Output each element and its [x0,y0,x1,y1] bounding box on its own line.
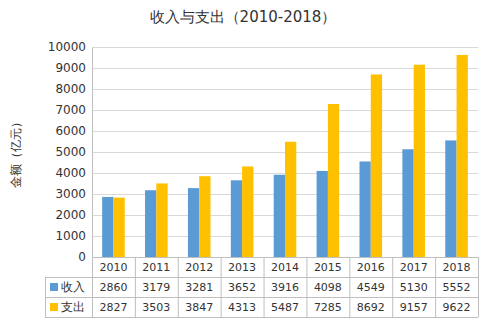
category-label: 2012 [185,261,213,274]
data-label: 3652 [228,281,256,294]
category-label: 2013 [228,261,256,274]
data-label: 5487 [271,301,299,314]
category-label: 2017 [400,261,428,274]
grid-line [92,257,478,258]
category-label: 2014 [271,261,299,274]
y-tick-label: 5000 [55,145,86,159]
data-table: 2010 2011 2012 2013 2014 2015 2016 2017 2018 收入 28… [45,257,479,318]
y-axis-title: 金额（亿元） [9,116,23,188]
y-tick: 1000 [55,229,92,243]
data-label: 2860 [99,281,127,294]
y-axis: 0 1000 2000 3000 4000 5000 6000 7000 8000 9000 100… [48,40,93,264]
grid [92,48,478,258]
bar-series [102,140,456,257]
bar [231,180,242,257]
bar [156,183,167,257]
data-label: 3179 [142,281,170,294]
y-tick-label: 2000 [55,208,86,222]
data-label: 3916 [271,281,299,294]
table-line [478,257,479,317]
y-tick-label: 4000 [55,166,86,180]
data-label: 3503 [142,301,170,314]
bar-series [113,55,467,257]
bar [328,104,339,257]
table-line [45,317,478,318]
bar [457,55,468,257]
bar [145,190,156,257]
bar [371,74,382,257]
table-line [435,257,436,317]
data-label: 4098 [314,281,342,294]
table-line [306,257,307,317]
legend-label: 收入 [61,280,85,294]
table-line [392,257,393,317]
category-label: 2010 [99,261,127,274]
bar [414,65,425,257]
category-label: 2016 [357,261,385,274]
y-tick-label: 1000 [55,229,86,243]
y-tick-label: 8000 [55,82,86,96]
y-tick: 3000 [55,187,92,201]
y-tick: 0 [78,250,92,264]
bar [359,161,370,257]
y-axis-line [92,48,93,258]
bar [402,149,413,257]
bar [199,176,210,257]
data-label: 7285 [314,301,342,314]
table-line [135,257,136,317]
data-label: 5552 [443,281,471,294]
y-tick: 9000 [55,61,92,75]
category-label: 2011 [142,261,170,274]
y-tick-label: 9000 [55,61,86,75]
y-tick-label: 6000 [55,124,86,138]
y-tick-label: 10000 [48,40,86,54]
table-line [178,257,179,317]
bar [285,142,296,257]
y-tick: 5000 [55,145,92,159]
data-label: 5130 [400,281,428,294]
bar [102,197,113,257]
y-tick: 2000 [55,208,92,222]
title: 收入与支出（2010-2018） [150,8,337,26]
y-tick: 6000 [55,124,92,138]
category-label: 2015 [314,261,342,274]
legend-label: 支出 [61,300,85,314]
bar [113,198,124,257]
data-label: 9622 [443,301,471,314]
data-label: 4313 [228,301,256,314]
y-tick: 7000 [55,103,92,117]
table-line [92,257,93,317]
data-label: 3847 [185,301,213,314]
data-label: 4549 [357,281,385,294]
bar [317,171,328,257]
table-line [92,257,478,258]
data-label: 8692 [357,301,385,314]
bar [274,175,285,257]
data-label: 2827 [99,301,127,314]
table-line [45,277,478,278]
y-tick: 8000 [55,82,92,96]
chart: 收入与支出（2010-2018） 金额（亿元） 0 1000 2000 3000 4000 5… [0,0,486,336]
y-tick: 10000 [48,40,92,54]
bars [102,55,468,257]
y-tick-label: 3000 [55,187,86,201]
grid-line [92,47,478,48]
data-label: 9157 [400,301,428,314]
table-line [45,297,478,298]
table-line [45,277,46,317]
table-line [264,257,265,317]
legend-key [50,303,58,311]
category-label: 2018 [443,261,471,274]
bar [242,166,253,257]
y-tick: 4000 [55,166,92,180]
y-tick-label: 0 [78,250,86,264]
data-label: 3281 [185,281,213,294]
legend-key [50,283,58,291]
y-tick-label: 7000 [55,103,86,117]
table-line [349,257,350,317]
table-line [221,257,222,317]
bar [445,140,456,257]
bar [188,188,199,257]
